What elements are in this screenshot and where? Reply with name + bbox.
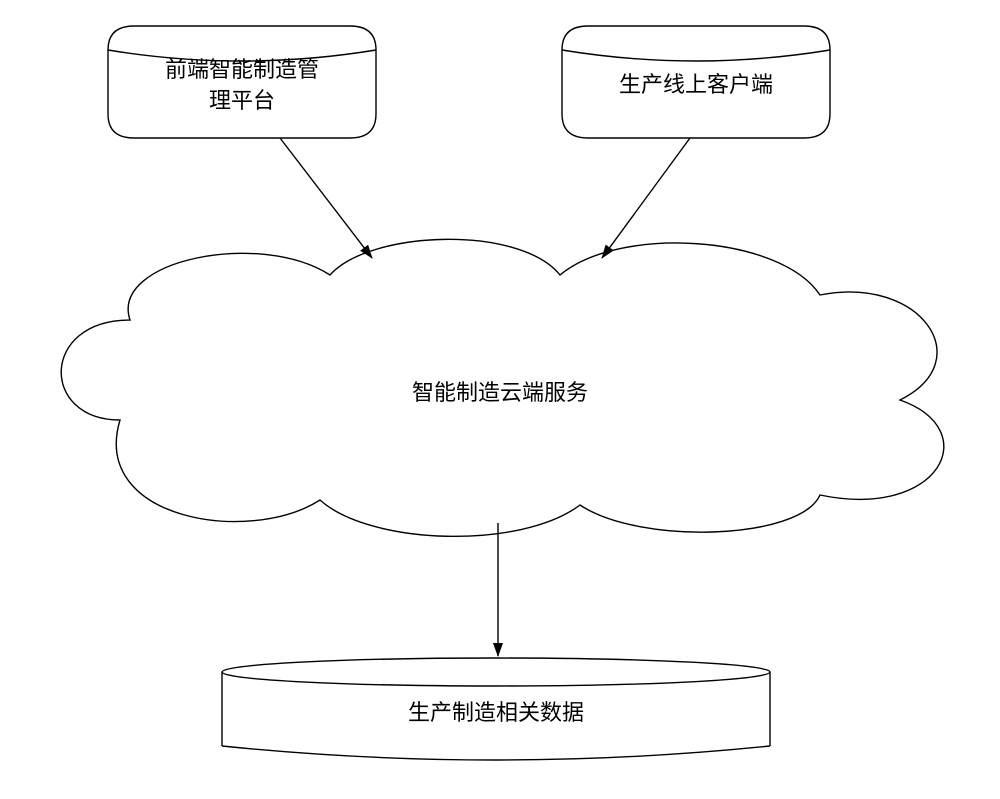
- diagram-svg: [0, 0, 1000, 799]
- node-production-client: [562, 26, 830, 138]
- edge-client-to-cloud: [602, 138, 690, 258]
- edge-frontend-to-cloud: [280, 138, 372, 258]
- diagram-canvas: 前端智能制造管理平台 生产线上客户端 智能制造云端服务 生产制造相关数据: [0, 0, 1000, 799]
- node-frontend-mgmt: [108, 26, 376, 138]
- node-manufacturing-data: [222, 658, 770, 760]
- node-cloud-service: [61, 239, 944, 536]
